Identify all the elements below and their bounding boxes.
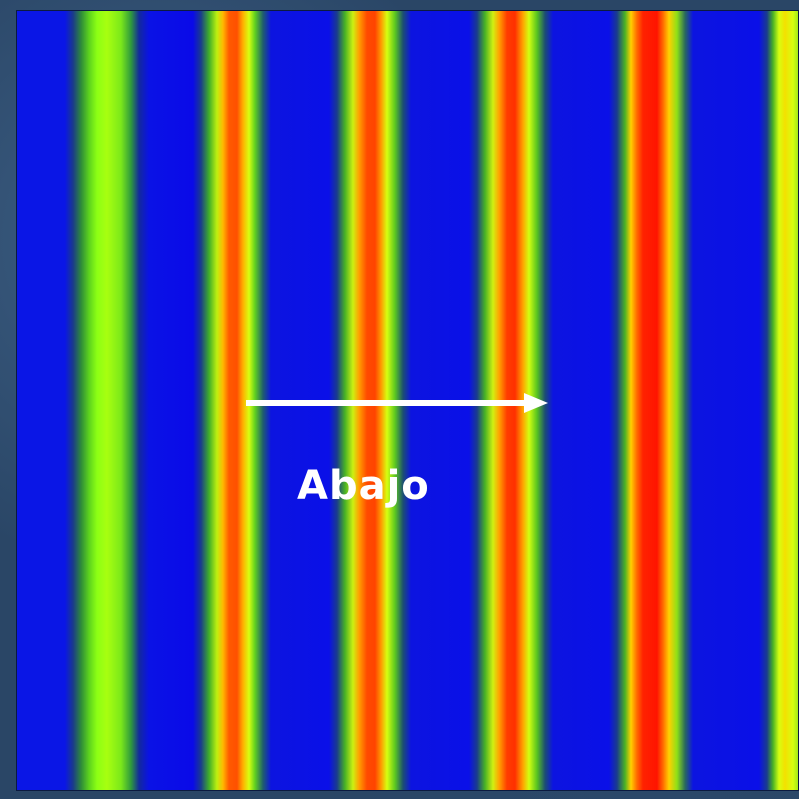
direction-label: Abajo xyxy=(297,463,430,509)
right-arrow-icon xyxy=(246,393,548,413)
